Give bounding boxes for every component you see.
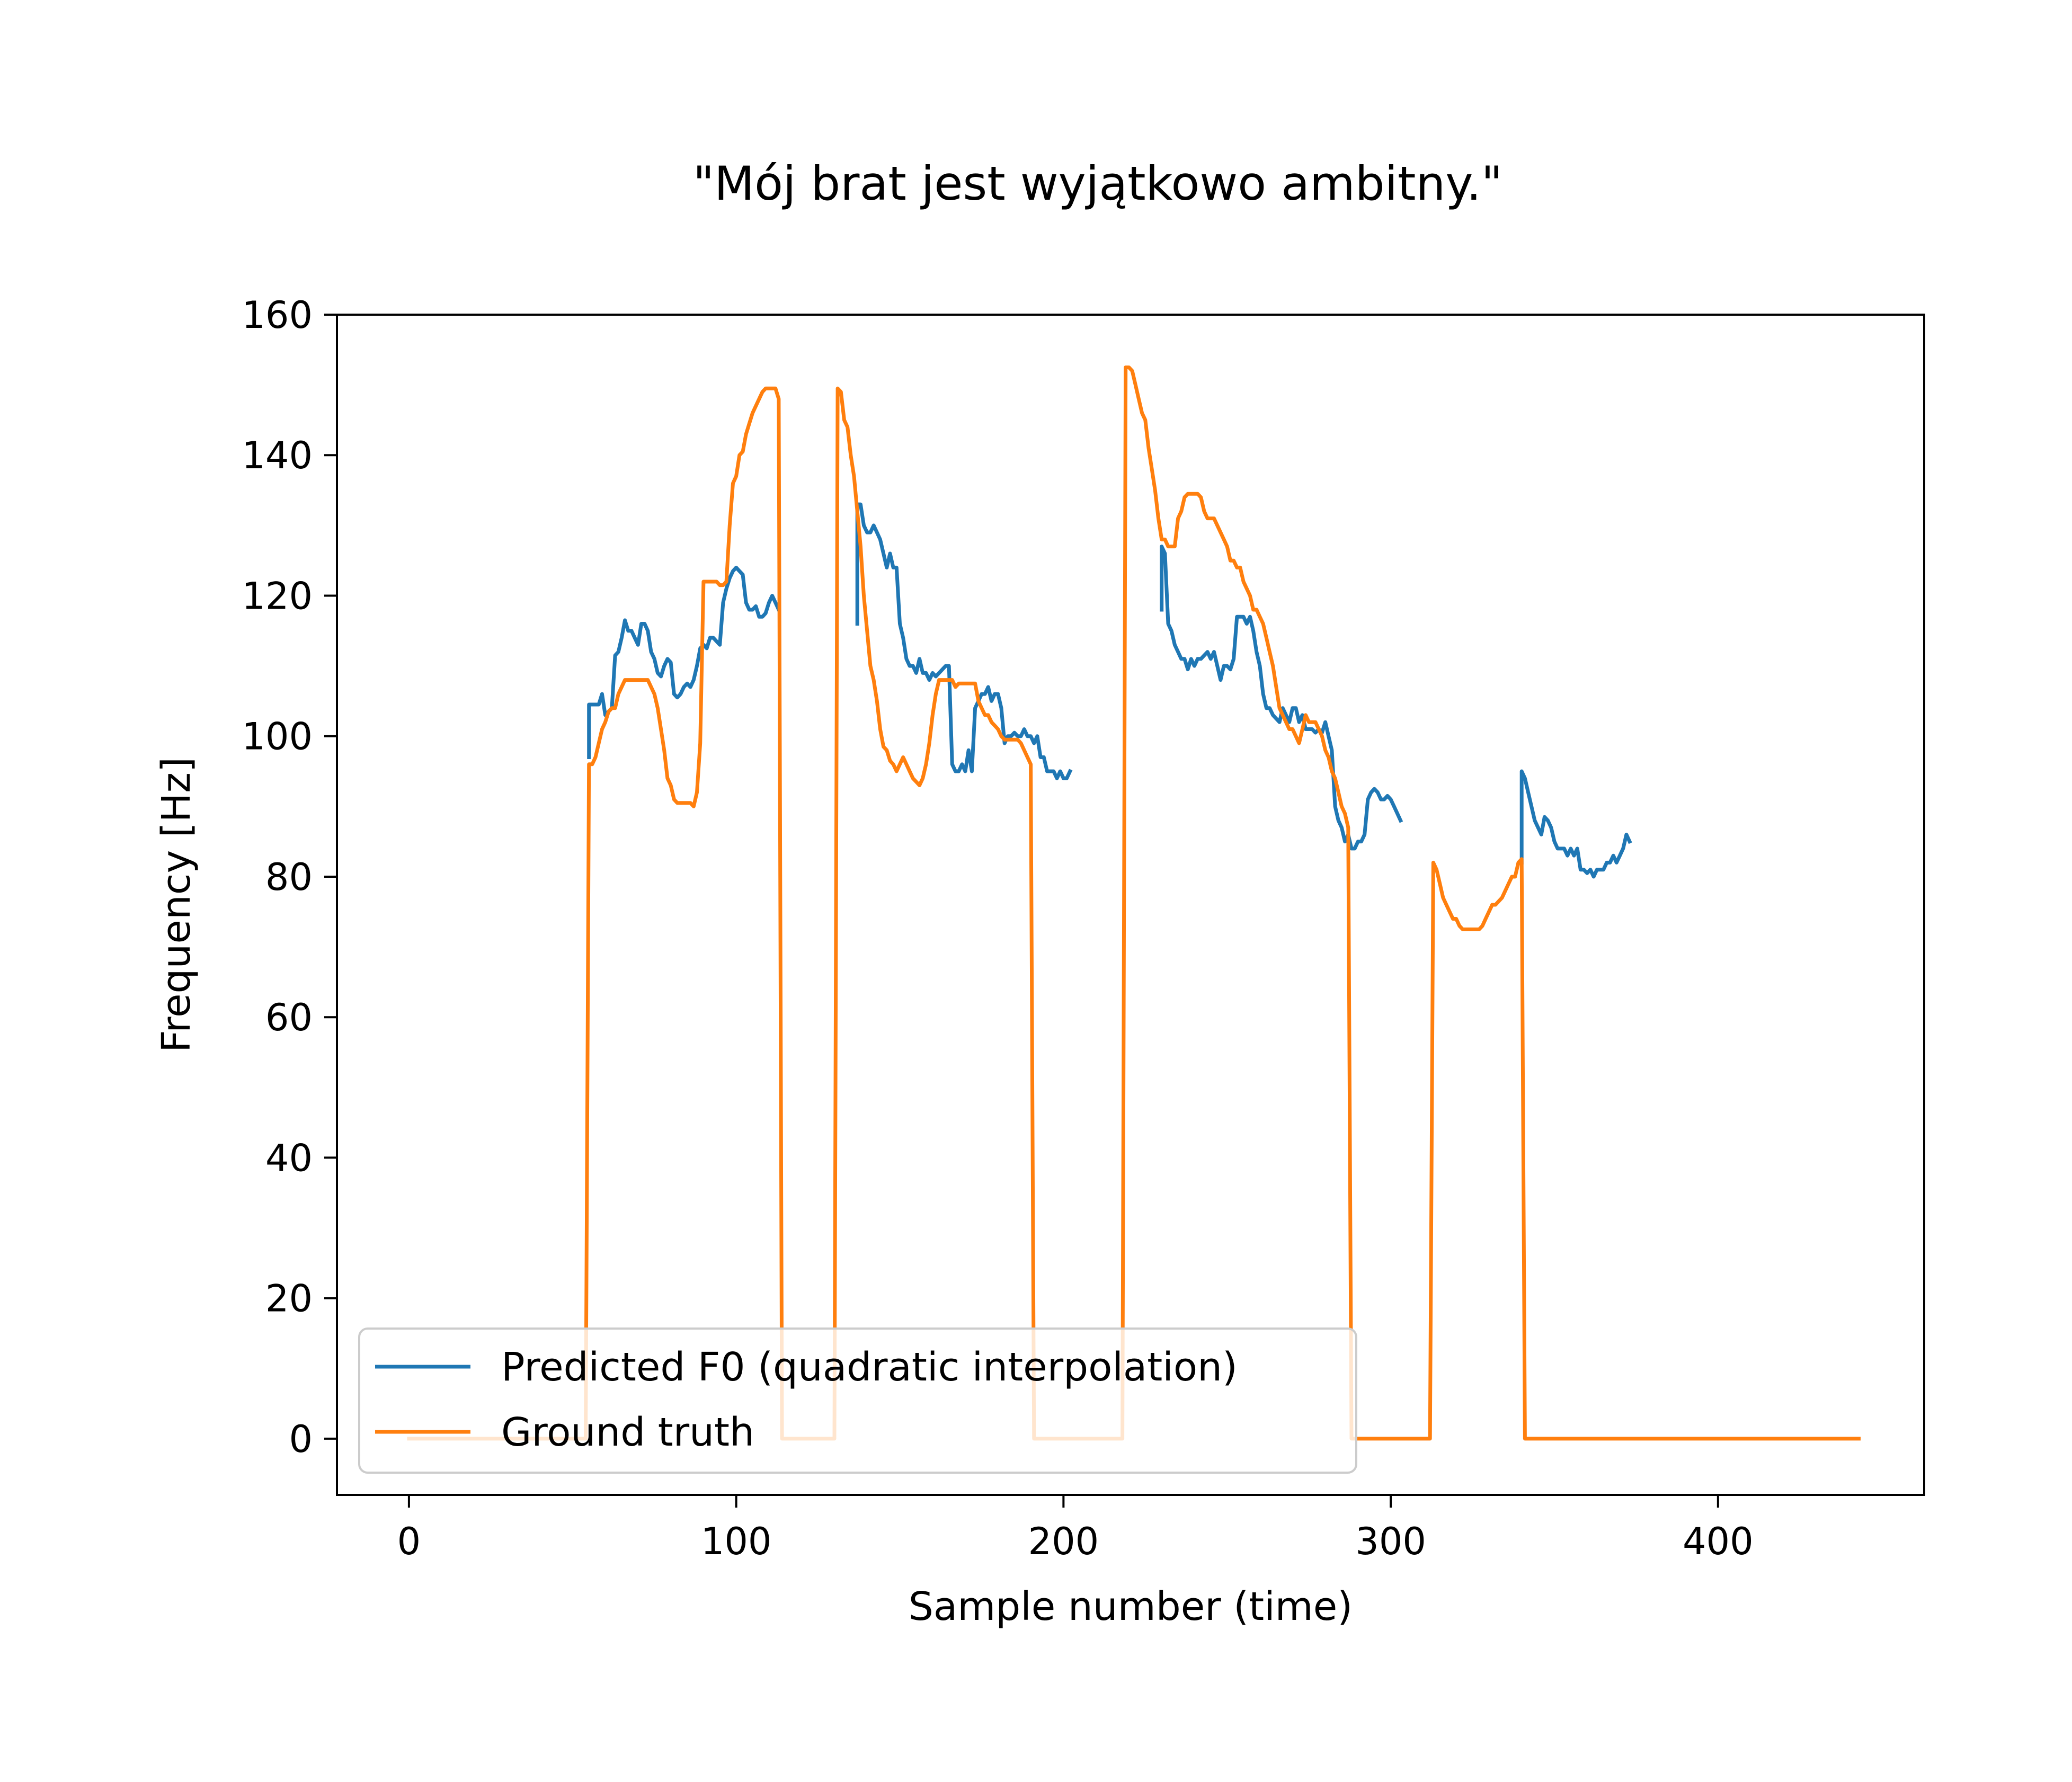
series-line-predicted: [1519, 769, 1632, 879]
y-tick-label: 0: [289, 1418, 313, 1461]
x-tick-label: 200: [1028, 1520, 1099, 1563]
x-axis: 0 100 200 300 400: [397, 1495, 1754, 1563]
y-tick-label: 100: [242, 715, 313, 759]
series-line-predicted: [587, 565, 781, 759]
x-axis-title: Sample number (time): [909, 1584, 1353, 1629]
chart-title: "Mój brat jest wyjątkowo ambitny.": [693, 156, 1503, 211]
plot-frame: [336, 314, 1925, 1496]
y-tick-label: 160: [242, 293, 313, 337]
legend-label-ground-truth: Ground truth: [501, 1410, 754, 1455]
legend-box: [358, 1327, 1357, 1474]
y-axis-title: Frequency [Hz]: [154, 757, 199, 1053]
y-tick-label: 60: [265, 996, 313, 1039]
series-line-ground-truth: [407, 366, 1861, 1441]
series-layer: [407, 366, 1861, 1441]
x-tick-label: 300: [1355, 1520, 1426, 1563]
x-tick-label: 400: [1683, 1520, 1754, 1563]
y-axis: 0 20 40 60 80 100 120 140 160: [242, 293, 337, 1461]
legend: Predicted F0 (quadratic interpolation) G…: [358, 1327, 1357, 1474]
y-tick-label: 80: [265, 856, 313, 899]
y-tick-label: 120: [242, 574, 313, 618]
x-tick-label: 0: [397, 1520, 421, 1563]
legend-label-predicted: Predicted F0 (quadratic interpolation): [501, 1344, 1238, 1390]
x-tick-label: 100: [701, 1520, 772, 1563]
y-tick-label: 140: [242, 434, 313, 477]
y-tick-label: 20: [265, 1277, 313, 1321]
y-tick-label: 40: [265, 1136, 313, 1180]
series-line-predicted: [1160, 545, 1403, 851]
series-line-predicted: [855, 502, 1073, 780]
